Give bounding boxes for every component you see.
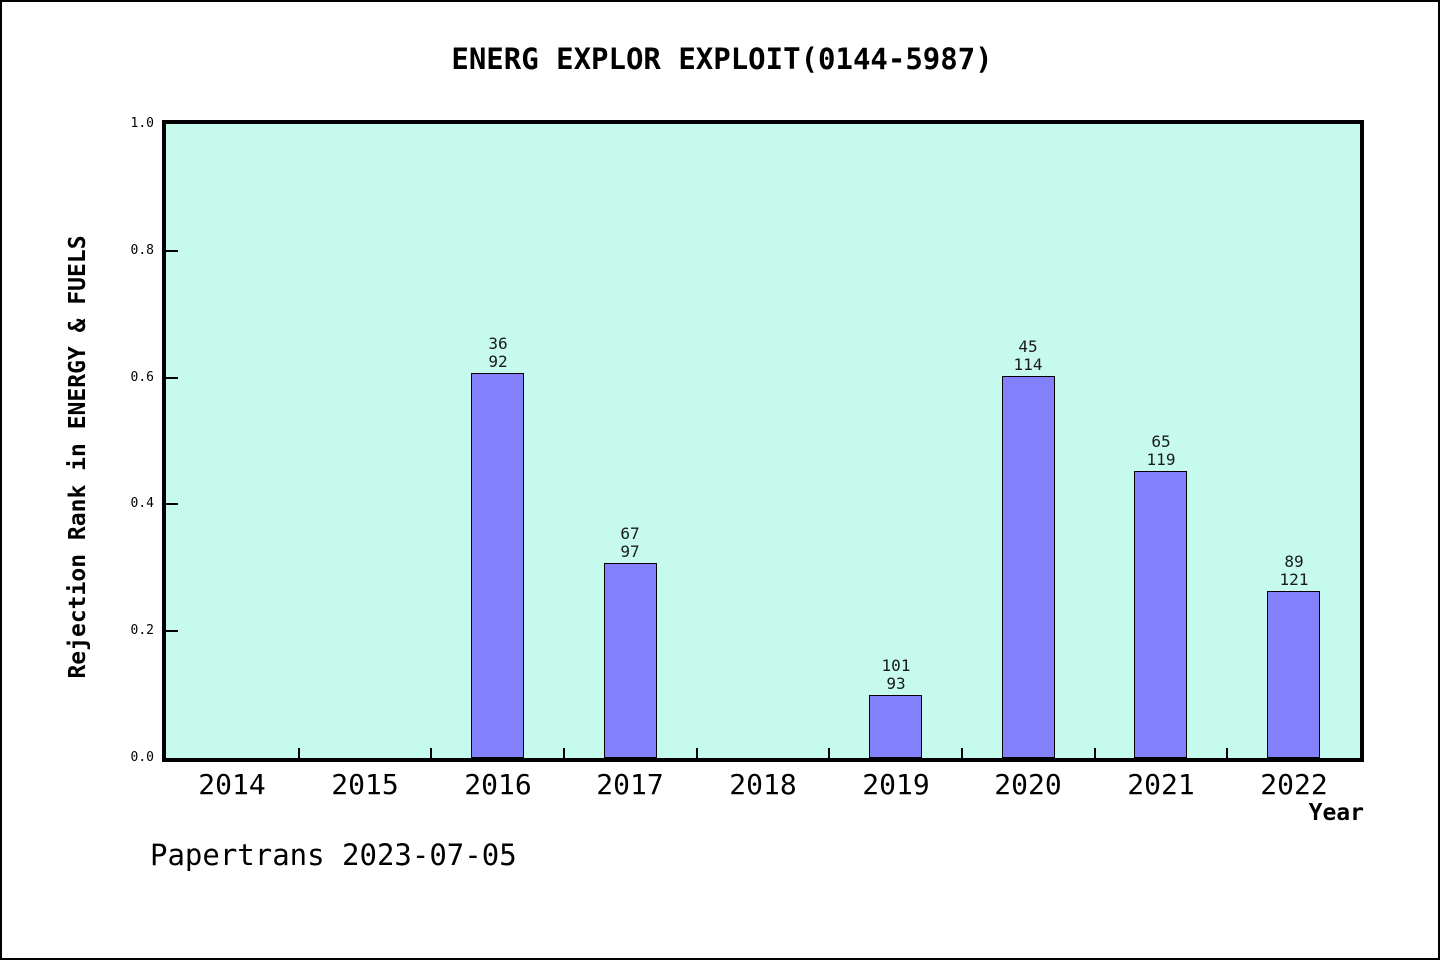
- bar-2017: [604, 563, 657, 758]
- x-axis-tick: [1226, 748, 1228, 758]
- y-axis-label: Rejection Rank in ENERGY & FUELS: [65, 235, 91, 679]
- y-tick-label-0.4: 0.4: [130, 496, 154, 511]
- bar-annotation-2020: 45 114: [1013, 337, 1043, 374]
- bar-2022: [1267, 591, 1320, 758]
- bar-2019: [869, 695, 922, 758]
- x-tick-label-2021: 2021: [1127, 768, 1195, 801]
- x-axis-tick: [696, 748, 698, 758]
- x-tick-label-2014: 2014: [198, 768, 266, 801]
- x-tick-label-2017: 2017: [596, 768, 664, 801]
- y-tick-label-0.0: 0.0: [130, 750, 154, 765]
- x-tick-label-2016: 2016: [464, 768, 532, 801]
- y-tick-label-0.8: 0.8: [130, 243, 154, 258]
- chart-title: ENERG EXPLOR EXPLOIT(0144-5987): [451, 42, 993, 76]
- x-tick-label-2015: 2015: [331, 768, 399, 801]
- bar-2021: [1134, 471, 1187, 758]
- plot-area: 36 92 67 97 101 93 45 114 65 119 89 121: [162, 120, 1364, 762]
- bar-annotation-2022: 89 121: [1279, 552, 1309, 589]
- x-tick-label-2019: 2019: [862, 768, 930, 801]
- x-tick-label-2018: 2018: [729, 768, 797, 801]
- x-axis-tick: [1094, 748, 1096, 758]
- bar-annotation-2019: 101 93: [881, 656, 911, 693]
- x-axis-tick: [961, 748, 963, 758]
- bar-2020: [1002, 376, 1055, 758]
- x-axis-tick: [828, 748, 830, 758]
- y-tick-label-1.0: 1.0: [130, 116, 154, 131]
- x-axis-tick: [563, 748, 565, 758]
- bar-annotation-2021: 65 119: [1146, 432, 1176, 469]
- y-axis-tick: [166, 377, 178, 379]
- footer-text: Papertrans 2023-07-05: [150, 838, 517, 872]
- x-tick-label-2020: 2020: [994, 768, 1062, 801]
- y-axis-tick: [166, 630, 178, 632]
- bar-2016: [471, 373, 524, 758]
- y-axis-tick: [166, 503, 178, 505]
- bar-annotation-2016: 36 92: [488, 334, 508, 371]
- y-tick-label-0.6: 0.6: [130, 370, 154, 385]
- y-tick-label-0.2: 0.2: [130, 623, 154, 638]
- x-axis-label: Year: [1308, 800, 1364, 826]
- bar-annotation-2017: 67 97: [620, 524, 640, 561]
- x-axis-tick: [430, 748, 432, 758]
- x-tick-label-2022: 2022: [1260, 768, 1328, 801]
- x-axis-tick: [298, 748, 300, 758]
- y-axis-tick: [166, 250, 178, 252]
